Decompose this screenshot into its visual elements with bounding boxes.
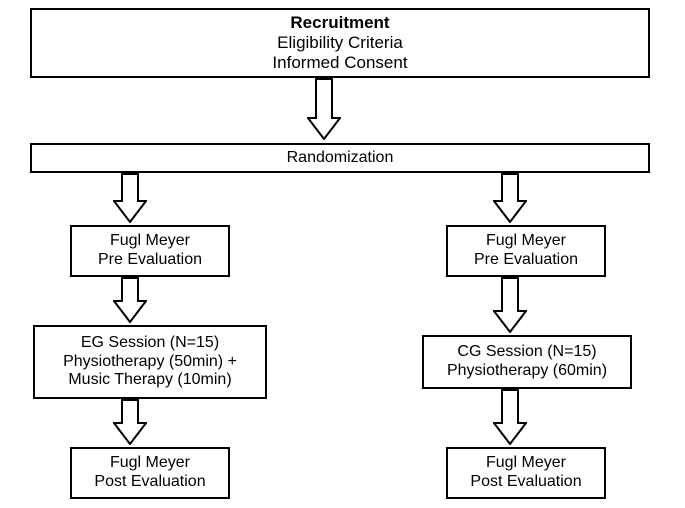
- arrow-randomization-to-pre_right: [493, 173, 527, 223]
- box-session_left-line-1: Physiotherapy (50min) +: [63, 353, 237, 372]
- box-post_left-line-0: Fugl Meyer: [110, 454, 190, 473]
- box-recruitment-line-1: Eligibility Criteria: [277, 33, 403, 53]
- box-pre_right: Fugl MeyerPre Evaluation: [446, 225, 606, 277]
- box-pre_left: Fugl MeyerPre Evaluation: [70, 225, 230, 277]
- box-pre_right-line-0: Fugl Meyer: [486, 232, 566, 251]
- arrow-pre_right-to-session_right: [493, 277, 527, 333]
- box-pre_right-line-1: Pre Evaluation: [474, 251, 578, 270]
- box-session_left-line-0: EG Session (N=15): [81, 334, 219, 353]
- box-pre_left-line-0: Fugl Meyer: [110, 232, 190, 251]
- arrow-session_right-to-post_right: [493, 389, 527, 445]
- box-post_right: Fugl MeyerPost Evaluation: [446, 447, 606, 499]
- flowchart-canvas: RecruitmentEligibility CriteriaInformed …: [0, 0, 685, 508]
- box-randomization: Randomization: [30, 143, 650, 173]
- box-recruitment-line-0: Recruitment: [290, 13, 389, 33]
- box-session_right: CG Session (N=15)Physiotherapy (60min): [422, 335, 632, 389]
- box-post_left: Fugl MeyerPost Evaluation: [70, 447, 230, 499]
- box-recruitment: RecruitmentEligibility CriteriaInformed …: [30, 8, 650, 78]
- box-post_right-line-0: Fugl Meyer: [486, 454, 566, 473]
- arrow-session_left-to-post_left: [113, 399, 147, 445]
- box-session_left-line-2: Music Therapy (10min): [68, 371, 231, 390]
- box-post_left-line-1: Post Evaluation: [94, 473, 205, 492]
- arrow-pre_left-to-session_left: [113, 277, 147, 323]
- box-pre_left-line-1: Pre Evaluation: [98, 251, 202, 270]
- arrow-randomization-to-pre_left: [113, 173, 147, 223]
- box-recruitment-line-2: Informed Consent: [272, 53, 407, 73]
- box-post_right-line-1: Post Evaluation: [470, 473, 581, 492]
- box-randomization-line-0: Randomization: [287, 149, 394, 168]
- box-session_right-line-0: CG Session (N=15): [457, 343, 596, 362]
- arrow-recruitment-to-randomization: [307, 78, 341, 140]
- box-session_right-line-1: Physiotherapy (60min): [447, 362, 607, 381]
- box-session_left: EG Session (N=15)Physiotherapy (50min) +…: [33, 325, 267, 399]
